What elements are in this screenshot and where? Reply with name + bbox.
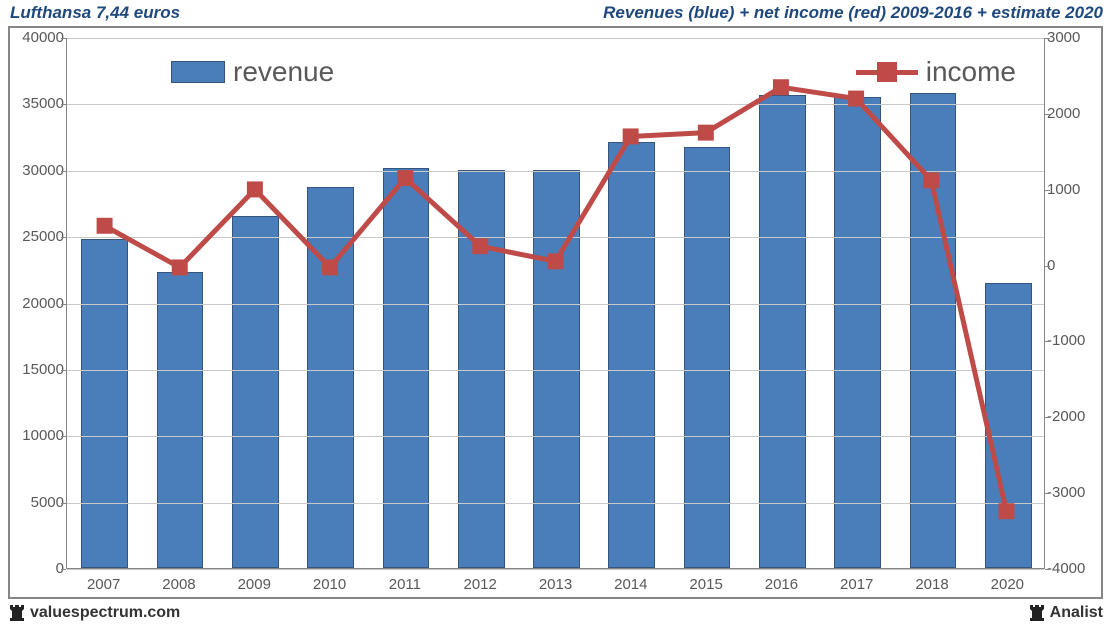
tick-left: [61, 569, 66, 570]
tick-left: [61, 237, 66, 238]
income-marker: [923, 172, 939, 188]
y-left-label: 0: [12, 560, 64, 577]
x-label: 2008: [162, 576, 195, 593]
income-marker: [998, 503, 1014, 519]
y-right-label: -2000: [1047, 408, 1099, 425]
tick-right: [1045, 266, 1050, 267]
x-label: 2016: [765, 576, 798, 593]
tick-right: [1045, 38, 1050, 39]
title-right: Revenues (blue) + net income (red) 2009-…: [603, 3, 1103, 23]
income-marker: [472, 238, 488, 254]
y-right-label: -1000: [1047, 332, 1099, 349]
x-label: 2015: [689, 576, 722, 593]
tick-left: [61, 38, 66, 39]
y-right-label: -3000: [1047, 484, 1099, 501]
tick-left: [61, 370, 66, 371]
tick-right: [1045, 114, 1050, 115]
x-label: 2011: [389, 576, 421, 593]
legend-revenue: revenue: [171, 56, 334, 88]
footer-right-text: Analist: [1050, 604, 1103, 622]
tick-left: [61, 503, 66, 504]
title-left: Lufthansa 7,44 euros: [10, 3, 180, 23]
income-marker: [97, 218, 113, 234]
income-marker: [548, 253, 564, 269]
y-right-label: 3000: [1047, 29, 1099, 46]
tick-right: [1045, 569, 1050, 570]
rook-icon: [8, 603, 26, 623]
legend-income-marker: [877, 62, 897, 82]
y-right-label: 0: [1047, 257, 1099, 274]
legend-income-sample: [856, 61, 918, 83]
tick-left: [61, 171, 66, 172]
x-label: 2017: [840, 576, 873, 593]
tick-right: [1045, 190, 1050, 191]
legend-revenue-swatch: [171, 61, 225, 83]
y-left-label: 25000: [12, 228, 64, 245]
footer-left: valuespectrum.com: [8, 603, 180, 623]
income-marker: [848, 91, 864, 107]
y-right-label: 2000: [1047, 105, 1099, 122]
legend-income-label: income: [926, 56, 1016, 88]
y-right-label: -4000: [1047, 560, 1099, 577]
chart-footer: valuespectrum.com Analist: [8, 601, 1103, 625]
tick-left: [61, 436, 66, 437]
x-label: 2012: [464, 576, 497, 593]
x-label: 2020: [991, 576, 1024, 593]
x-label: 2018: [915, 576, 948, 593]
x-label: 2007: [87, 576, 120, 593]
tick-right: [1045, 341, 1050, 342]
rook-icon: [1028, 603, 1046, 623]
x-label: 2014: [614, 576, 647, 593]
y-right-label: 1000: [1047, 181, 1099, 198]
x-label: 2010: [313, 576, 346, 593]
income-marker: [397, 170, 413, 186]
legend-revenue-label: revenue: [233, 56, 334, 88]
x-label: 2009: [238, 576, 271, 593]
y-left-label: 30000: [12, 162, 64, 179]
plot-outer: revenue income 0500010000150002000025000…: [8, 26, 1103, 599]
y-left-label: 35000: [12, 95, 64, 112]
x-label: 2013: [539, 576, 572, 593]
y-left-label: 40000: [12, 29, 64, 46]
footer-left-text: valuespectrum.com: [30, 604, 180, 622]
gridline: [67, 569, 1044, 570]
footer-right: Analist: [1028, 603, 1103, 623]
income-marker: [172, 259, 188, 275]
tick-left: [61, 304, 66, 305]
y-left-label: 15000: [12, 361, 64, 378]
income-marker: [623, 128, 639, 144]
income-marker: [322, 259, 338, 275]
y-left-label: 5000: [12, 494, 64, 511]
income-line-svg: [67, 38, 1044, 568]
plot-area: revenue income: [66, 38, 1045, 569]
tick-right: [1045, 417, 1050, 418]
tick-right: [1045, 493, 1050, 494]
income-line: [105, 87, 1007, 511]
income-marker: [773, 79, 789, 95]
y-left-label: 10000: [12, 427, 64, 444]
y-left-label: 20000: [12, 295, 64, 312]
chart-container: Lufthansa 7,44 euros Revenues (blue) + n…: [0, 0, 1111, 627]
chart-header: Lufthansa 7,44 euros Revenues (blue) + n…: [0, 0, 1111, 24]
legend-income: income: [856, 56, 1016, 88]
tick-left: [61, 104, 66, 105]
income-marker: [698, 125, 714, 141]
income-marker: [247, 181, 263, 197]
